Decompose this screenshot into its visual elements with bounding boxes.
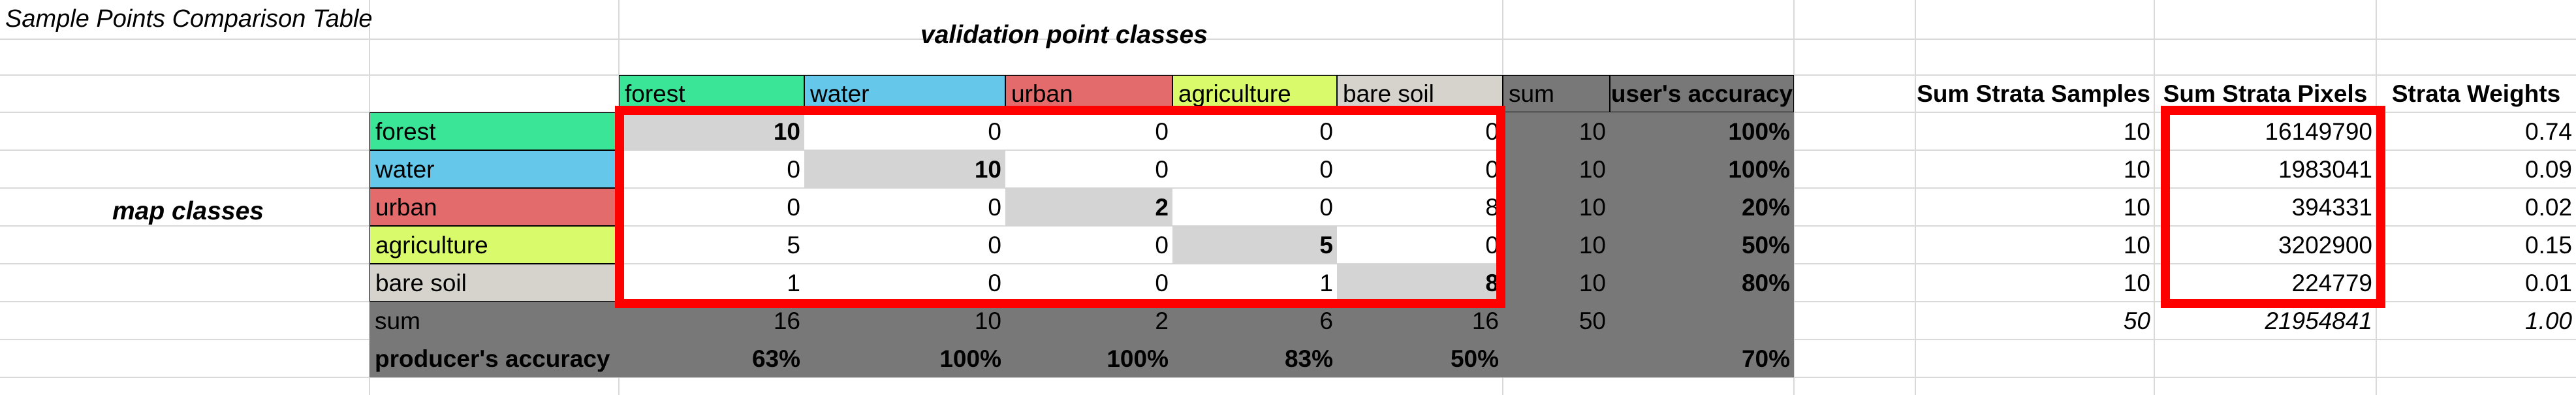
- matrix-cell[interactable]: 0: [1155, 231, 1169, 259]
- strata-cell[interactable]: 10: [2123, 231, 2150, 259]
- matrix-cell[interactable]: 2: [1005, 188, 1172, 226]
- col-header-forest[interactable]: forest: [619, 75, 804, 112]
- strata-cell[interactable]: 10: [2123, 118, 2150, 145]
- strata-cell[interactable]: 0.02: [2524, 193, 2572, 221]
- matrix-cell[interactable]: 0: [1485, 118, 1499, 145]
- row-sum-cell[interactable]: 10: [1503, 264, 1610, 302]
- strata-cell[interactable]: 0.01: [2524, 269, 2572, 296]
- strata-cell[interactable]: 224779: [2291, 269, 2372, 296]
- matrix-cell[interactable]: 0: [988, 118, 1001, 145]
- matrix-cell[interactable]: 0: [988, 193, 1001, 221]
- col-header-urban[interactable]: urban: [1005, 75, 1172, 112]
- strata-cell[interactable]: 10: [2123, 193, 2150, 221]
- strata-cell[interactable]: 3202900: [2278, 231, 2372, 259]
- grand-total-cell[interactable]: 50: [1503, 302, 1610, 340]
- matrix-cell[interactable]: 0: [787, 155, 800, 183]
- col-sum-cell[interactable]: 6: [1172, 302, 1337, 340]
- matrix-cell[interactable]: 0: [787, 193, 800, 221]
- strata-total-cell[interactable]: 50: [2123, 307, 2150, 334]
- strata-cell[interactable]: 10: [2123, 269, 2150, 296]
- users-accuracy-cell[interactable]: 100%: [1610, 150, 1794, 188]
- strata-header[interactable]: Sum Strata Samples: [1917, 80, 2150, 107]
- col-sum-cell[interactable]: 16: [1337, 302, 1503, 340]
- row-header-urban[interactable]: urban: [369, 188, 619, 226]
- row-sum-cell[interactable]: 10: [1503, 112, 1610, 150]
- matrix-cell[interactable]: 8: [1337, 264, 1503, 302]
- matrix-cell[interactable]: 5: [1172, 226, 1337, 264]
- row-group-label: map classes: [112, 197, 264, 225]
- sum-row-label[interactable]: sum: [369, 302, 619, 340]
- producers-accuracy-cell[interactable]: 100%: [804, 340, 1005, 377]
- strata-cell[interactable]: 16149790: [2265, 118, 2372, 145]
- producers-accuracy-cell[interactable]: 63%: [619, 340, 804, 377]
- matrix-cell[interactable]: 0: [1155, 155, 1169, 183]
- col-sum-cell[interactable]: 2: [1005, 302, 1172, 340]
- row-header-water[interactable]: water: [369, 150, 619, 188]
- row-sum-cell[interactable]: 10: [1503, 150, 1610, 188]
- col-sum-cell[interactable]: 16: [619, 302, 804, 340]
- matrix-cell[interactable]: 0: [1155, 118, 1169, 145]
- sum-row-blank[interactable]: [1610, 302, 1794, 340]
- col-header-agriculture[interactable]: agriculture: [1172, 75, 1337, 112]
- strata-cell[interactable]: 0.09: [2524, 155, 2572, 183]
- col-header-water[interactable]: water: [804, 75, 1005, 112]
- matrix-cell[interactable]: 0: [1319, 155, 1333, 183]
- users-accuracy-cell[interactable]: 100%: [1610, 112, 1794, 150]
- col-header-users-accuracy[interactable]: user's accuracy: [1610, 75, 1794, 112]
- matrix-cell[interactable]: 0: [1319, 193, 1333, 221]
- matrix-cell[interactable]: 0: [1485, 231, 1499, 259]
- strata-cell[interactable]: 1983041: [2278, 155, 2372, 183]
- matrix-cell[interactable]: 1: [787, 269, 800, 296]
- producers-accuracy-label[interactable]: producer's accuracy: [369, 340, 619, 377]
- col-header-bare_soil[interactable]: bare soil: [1337, 75, 1503, 112]
- users-accuracy-cell[interactable]: 80%: [1610, 264, 1794, 302]
- matrix-cell[interactable]: 0: [1319, 118, 1333, 145]
- producers-accuracy-cell[interactable]: 100%: [1005, 340, 1172, 377]
- overall-accuracy-cell[interactable]: 70%: [1610, 340, 1794, 377]
- strata-total-cell[interactable]: 21954841: [2265, 307, 2372, 334]
- row-header-forest[interactable]: forest: [369, 112, 619, 150]
- matrix-cell[interactable]: 0: [988, 269, 1001, 296]
- strata-cell[interactable]: 0.15: [2524, 231, 2572, 259]
- strata-cell[interactable]: 10: [2123, 155, 2150, 183]
- pa-row-blank[interactable]: [1503, 340, 1610, 377]
- matrix-cell[interactable]: 5: [787, 231, 800, 259]
- matrix-cell[interactable]: 0: [988, 231, 1001, 259]
- strata-cell[interactable]: 394331: [2291, 193, 2372, 221]
- matrix-cell[interactable]: 0: [1485, 155, 1499, 183]
- col-group-label: validation point classes: [920, 21, 1208, 49]
- producers-accuracy-cell[interactable]: 83%: [1172, 340, 1337, 377]
- row-header-agriculture[interactable]: agriculture: [369, 226, 619, 264]
- strata-header[interactable]: Strata Weights: [2391, 80, 2561, 107]
- strata-total-cell[interactable]: 1.00: [2524, 307, 2572, 334]
- matrix-cell[interactable]: 1: [1319, 269, 1333, 296]
- users-accuracy-cell[interactable]: 20%: [1610, 188, 1794, 226]
- row-sum-cell[interactable]: 10: [1503, 226, 1610, 264]
- strata-header[interactable]: Sum Strata Pixels: [2163, 80, 2368, 107]
- sheet-title: Sample Points Comparison Table: [5, 5, 373, 33]
- col-header-sum[interactable]: sum: [1503, 75, 1610, 112]
- matrix-cell[interactable]: 0: [1155, 269, 1169, 296]
- users-accuracy-cell[interactable]: 50%: [1610, 226, 1794, 264]
- col-sum-cell[interactable]: 10: [804, 302, 1005, 340]
- row-header-bare_soil[interactable]: bare soil: [369, 264, 619, 302]
- row-sum-cell[interactable]: 10: [1503, 188, 1610, 226]
- matrix-cell[interactable]: 10: [804, 150, 1005, 188]
- matrix-cell[interactable]: 8: [1485, 193, 1499, 221]
- strata-cell[interactable]: 0.74: [2524, 118, 2572, 145]
- producers-accuracy-cell[interactable]: 50%: [1337, 340, 1503, 377]
- matrix-cell[interactable]: 10: [619, 112, 804, 150]
